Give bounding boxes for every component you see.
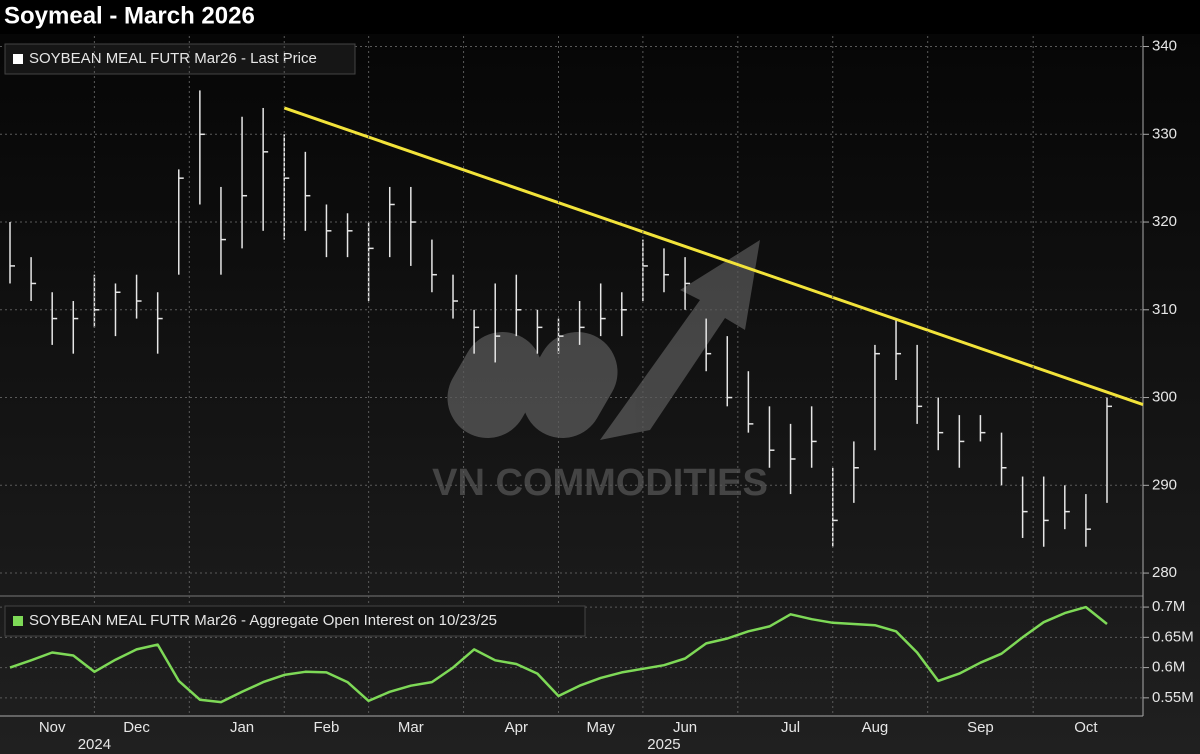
y-tick-label: 0.6M (1152, 659, 1185, 676)
legend-label: SOYBEAN MEAL FUTR Mar26 - Last Price (29, 50, 317, 67)
x-tick-label: Dec (123, 719, 150, 736)
y-tick-label: 340 (1152, 37, 1177, 54)
x-year-label: 2025 (647, 736, 680, 753)
y-tick-label: 0.7M (1152, 598, 1185, 615)
y-tick-label: 320 (1152, 213, 1177, 230)
x-tick-label: Jul (781, 719, 800, 736)
x-tick-label: Mar (398, 719, 424, 736)
legend-swatch (13, 616, 23, 626)
x-tick-label: Jun (673, 719, 697, 736)
open-interest-line (9, 605, 1108, 704)
y-tick-label: 280 (1152, 564, 1177, 581)
logo-shape (522, 332, 618, 438)
y-tick-label: 290 (1152, 476, 1177, 493)
x-tick-label: May (587, 719, 616, 736)
logo-arrow (600, 240, 760, 440)
x-tick-label: Feb (314, 719, 340, 736)
legend-box (4, 43, 356, 75)
watermark: VN COMMODITIES (432, 462, 768, 504)
trend-line (283, 106, 1144, 406)
legend-box (4, 605, 586, 637)
y-tick-label: 300 (1152, 389, 1177, 406)
y-tick-label: 0.55M (1152, 689, 1194, 706)
chart-title: Soymeal - March 2026 (4, 2, 255, 29)
x-tick-label: Oct (1074, 719, 1098, 736)
legend-label: SOYBEAN MEAL FUTR Mar26 - Aggregate Open… (29, 612, 497, 629)
x-tick-label: Apr (505, 719, 528, 736)
x-tick-label: Aug (862, 719, 889, 736)
title-bar (0, 0, 1200, 34)
x-year-label: 2024 (78, 736, 111, 753)
x-tick-label: Jan (230, 719, 254, 736)
y-tick-label: 330 (1152, 125, 1177, 142)
watermark-logo (447, 240, 760, 440)
legend-swatch (13, 54, 23, 64)
y-tick-label: 0.65M (1152, 628, 1194, 645)
logo-shape (447, 332, 543, 438)
y-tick-label: 310 (1152, 301, 1177, 318)
x-tick-label: Nov (39, 719, 66, 736)
x-tick-label: Sep (967, 719, 994, 736)
